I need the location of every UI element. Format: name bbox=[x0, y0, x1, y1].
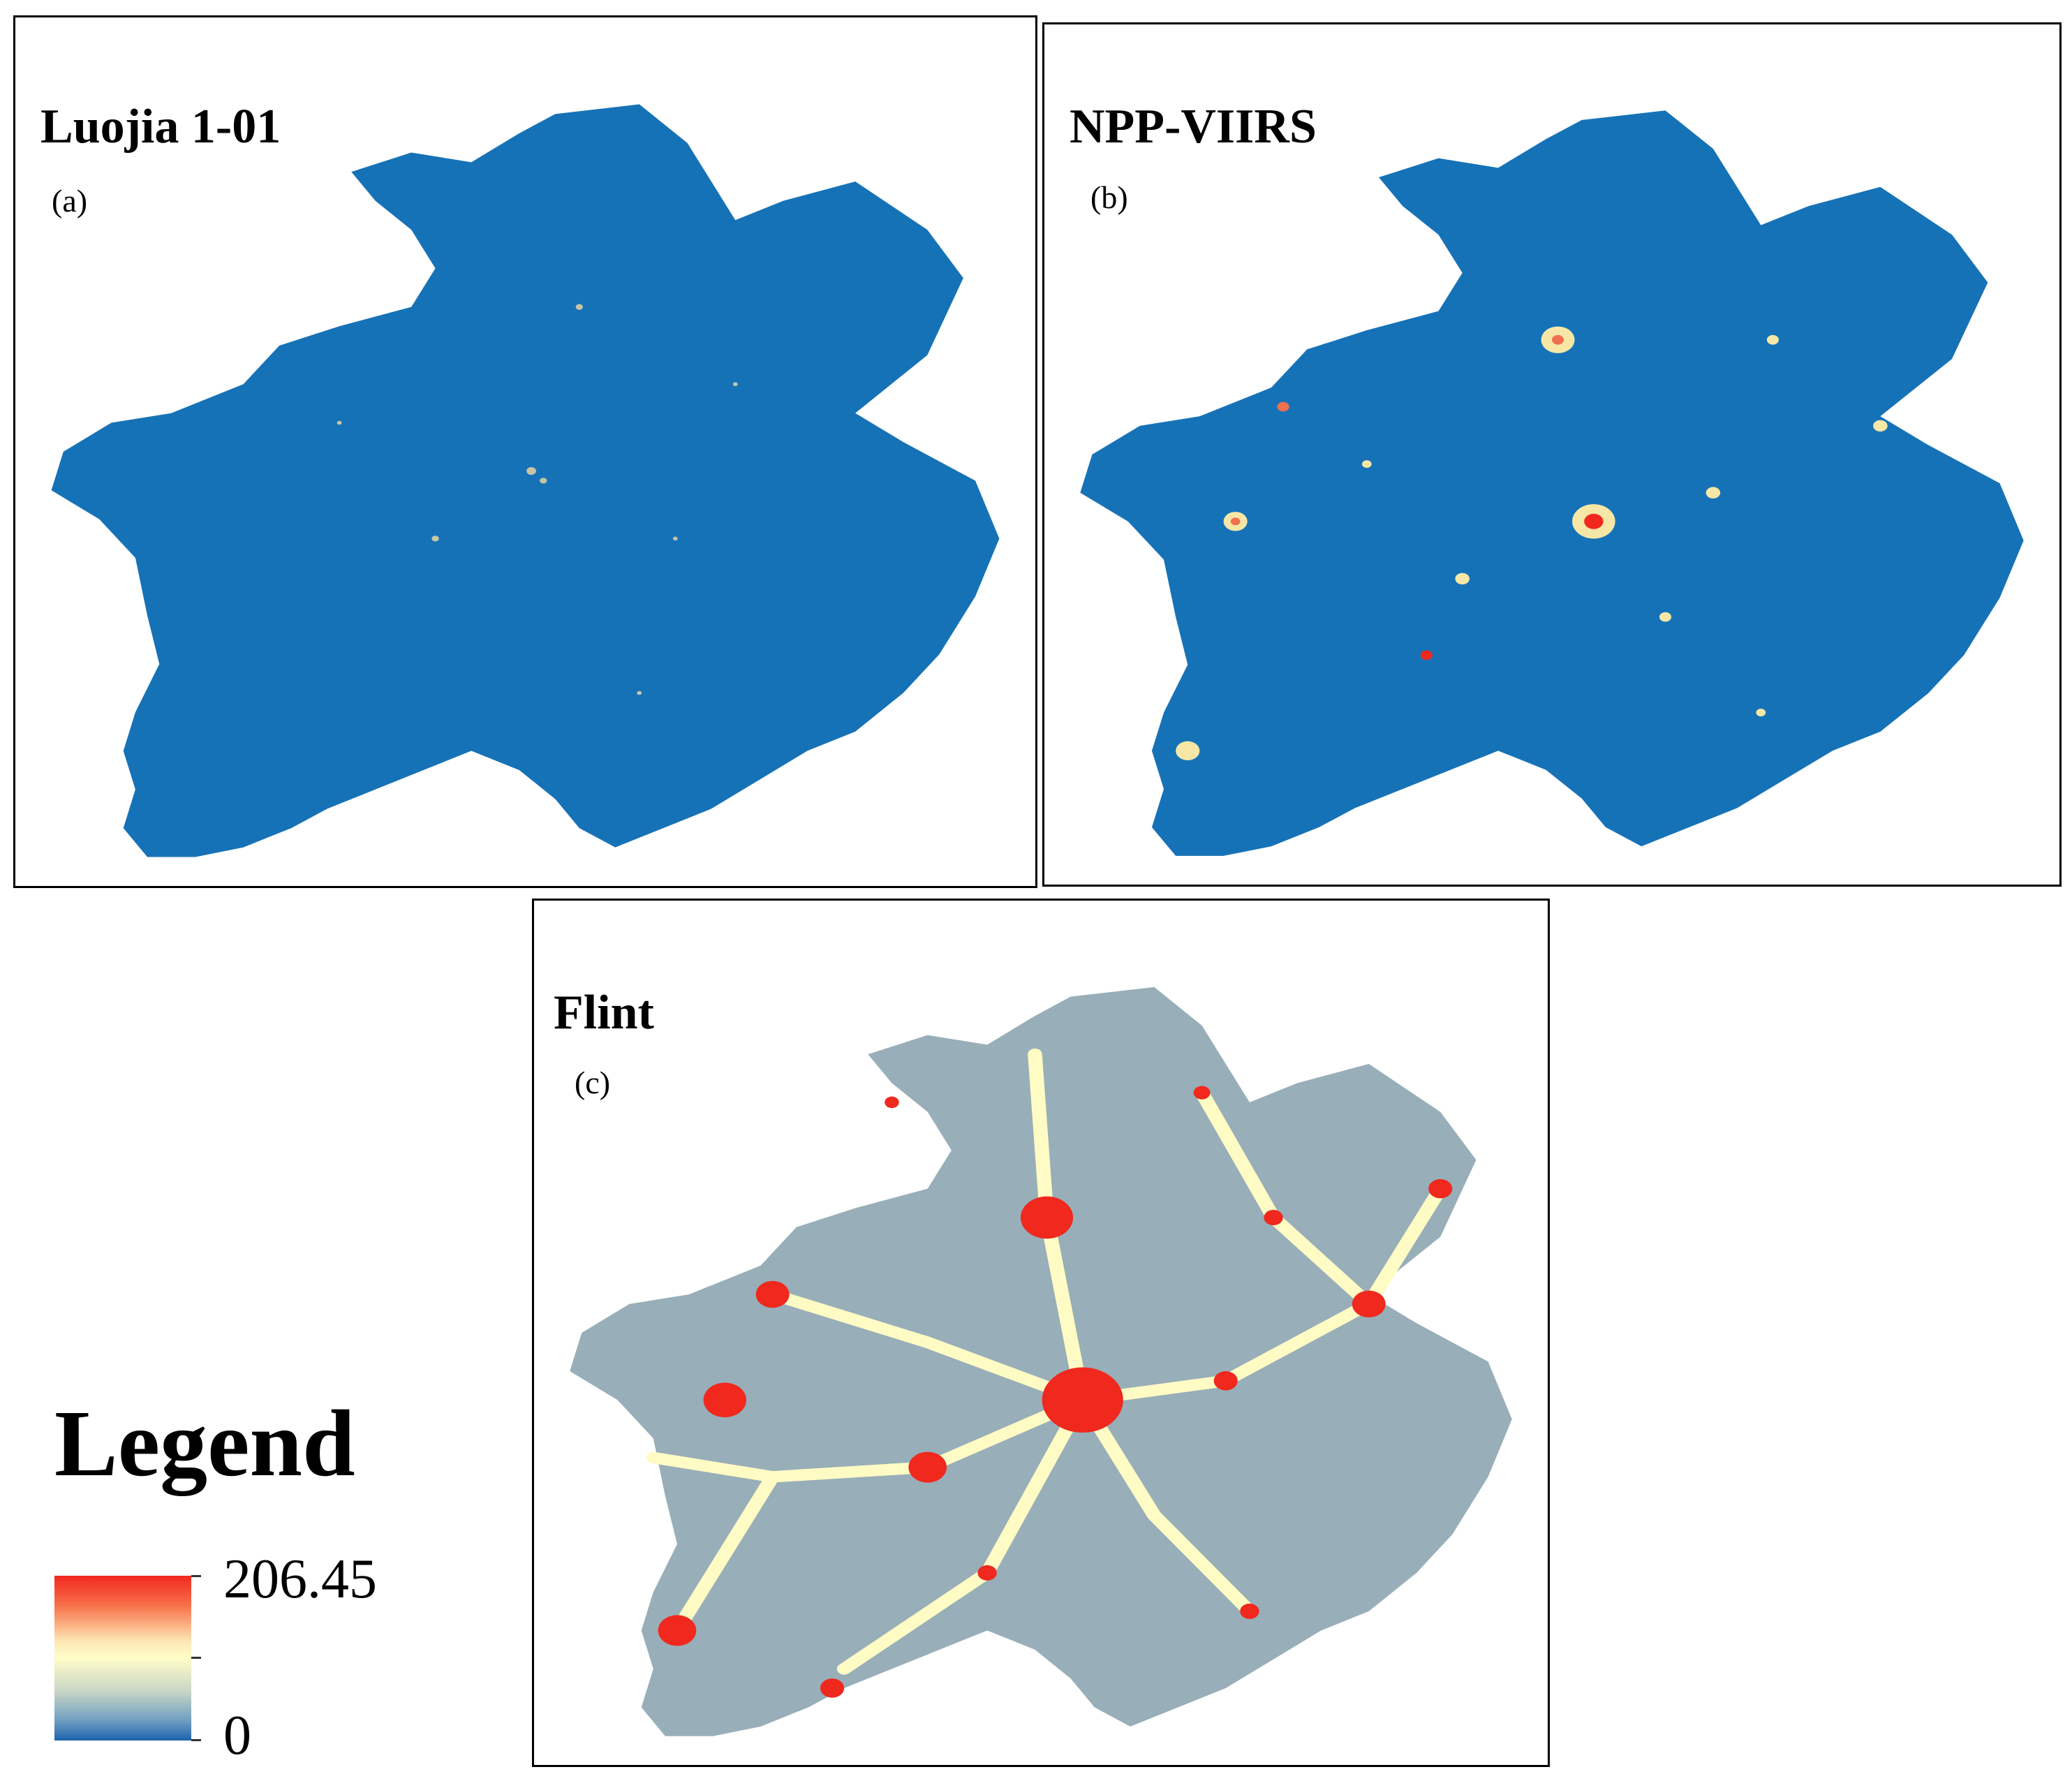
region-shape-b bbox=[1080, 110, 2024, 856]
legend-tick-mid bbox=[191, 1657, 201, 1659]
panel-flint: Flint (c) bbox=[532, 899, 1550, 1767]
panel-title-c: Flint bbox=[554, 986, 654, 1040]
panel-title-b: NPP-VIIRS bbox=[1070, 100, 1317, 154]
map-flint bbox=[570, 986, 1512, 1736]
hot-spots-c bbox=[658, 1086, 1453, 1698]
map-luojia bbox=[51, 104, 1000, 857]
legend-tick-min bbox=[191, 1739, 201, 1741]
panel-label-c: (c) bbox=[575, 1065, 611, 1100]
panel-label-b: (b) bbox=[1090, 179, 1128, 215]
region-shape-a bbox=[51, 104, 1000, 857]
panel-title-a: Luojia 1-01 bbox=[40, 100, 281, 154]
legend: Legend 206.45 0 bbox=[49, 1391, 440, 1764]
panel-luojia: Luojia 1-01 (a) bbox=[13, 15, 1037, 888]
legend-min-label: 0 bbox=[223, 1705, 251, 1766]
panel-npp-viirs: NPP-VIIRS (b) bbox=[1042, 22, 2062, 887]
legend-tick-max bbox=[191, 1575, 201, 1577]
map-npp-viirs bbox=[1080, 110, 2024, 856]
legend-title: Legend bbox=[54, 1391, 355, 1496]
panel-label-a: (a) bbox=[52, 183, 88, 219]
light-spots-b bbox=[1176, 326, 1888, 761]
legend-color-ramp bbox=[54, 1576, 191, 1741]
legend-max-label: 206.45 bbox=[223, 1549, 377, 1610]
light-spots-a bbox=[336, 304, 738, 695]
